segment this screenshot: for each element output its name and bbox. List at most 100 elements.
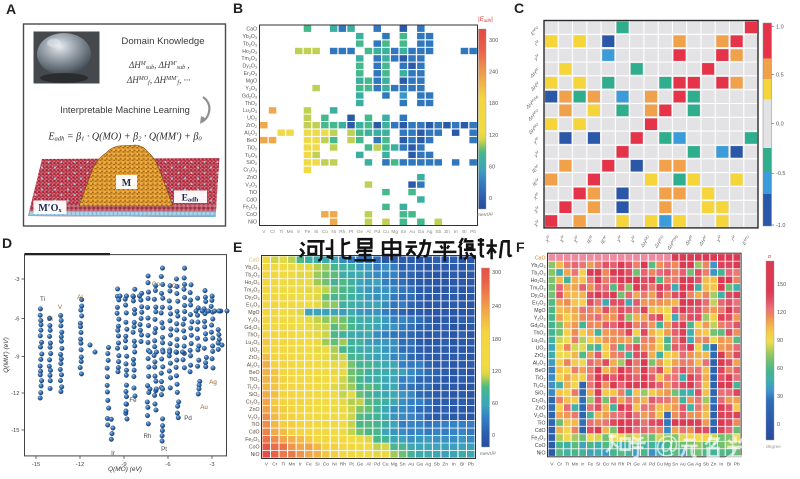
svg-text:Pd: Pd: [184, 415, 192, 422]
svg-text:In: In: [454, 229, 458, 235]
svg-text:Al: Al: [642, 462, 646, 468]
svg-text:ZrO2: ZrO2: [249, 355, 260, 361]
svg-text:-3: -3: [209, 462, 214, 468]
svg-text:Ti: Ti: [281, 462, 285, 468]
svg-text:|Eadh|: |Eadh|: [478, 16, 493, 23]
svg-text:Lu2O3: Lu2O3: [532, 338, 546, 344]
svg-text:Tm2O3: Tm2O3: [244, 288, 260, 294]
svg-text:Er2O3: Er2O3: [246, 302, 259, 308]
svg-text:Sn: Sn: [400, 229, 406, 235]
svg-text:Fe: Fe: [129, 397, 137, 404]
svg-text:Pt: Pt: [161, 446, 167, 453]
svg-text:rM: rM: [533, 39, 541, 47]
svg-text:ZrO2: ZrO2: [246, 123, 257, 129]
svg-text:Si: Si: [47, 316, 53, 323]
svg-text:Y2O3: Y2O3: [534, 315, 546, 321]
svg-text:Q(MM′) (eV): Q(MM′) (eV): [3, 337, 10, 373]
svg-text:Dy2O3: Dy2O3: [531, 293, 546, 299]
svg-text:Pd: Pd: [374, 229, 380, 235]
svg-text:Ni: Ni: [331, 229, 336, 235]
svg-text:CaO: CaO: [535, 255, 546, 261]
svg-text:240: 240: [489, 70, 498, 76]
svg-text:NiO: NiO: [251, 452, 260, 458]
svg-text:0: 0: [489, 196, 492, 202]
svg-text:Sb: Sb: [435, 229, 441, 235]
svg-text:Co: Co: [152, 281, 160, 288]
svg-text:ThO2: ThO2: [533, 330, 545, 336]
svg-text:Fe2O3: Fe2O3: [245, 437, 259, 443]
svg-text:Ag: Ag: [695, 462, 701, 468]
svg-text:MgO: MgO: [534, 308, 545, 314]
svg-text:-15: -15: [11, 428, 19, 434]
svg-text:χM: χM: [543, 235, 553, 245]
svg-text:1.0: 1.0: [776, 25, 784, 31]
svg-text:@: @: [655, 432, 679, 459]
svg-text:Au: Au: [200, 404, 208, 411]
svg-text:Si: Si: [315, 462, 319, 468]
svg-text:Pb: Pb: [470, 229, 476, 235]
svg-text:Cu: Cu: [383, 229, 389, 235]
svg-text:EM′O: EM′O: [529, 25, 541, 37]
svg-text:Al: Al: [366, 462, 370, 468]
svg-text:Rh: Rh: [144, 433, 152, 440]
svg-text:Tb2O3: Tb2O3: [531, 270, 545, 276]
svg-text:Tm2O3: Tm2O3: [530, 285, 546, 291]
svg-text:Pd: Pd: [649, 462, 655, 468]
svg-text:meV/Å²: meV/Å²: [477, 211, 493, 218]
svg-text:BeO: BeO: [535, 368, 545, 374]
svg-text:γM: γM: [533, 53, 542, 62]
svg-text:ZnO: ZnO: [535, 405, 545, 411]
svg-text:F: F: [516, 239, 525, 255]
svg-text:Fe: Fe: [306, 462, 312, 468]
svg-text:meV/Å²: meV/Å²: [480, 450, 496, 457]
svg-text:Al: Al: [77, 294, 83, 301]
svg-text:SiO2: SiO2: [246, 160, 257, 166]
svg-text:0.5: 0.5: [776, 73, 784, 79]
svg-text:B: B: [233, 0, 243, 16]
svg-text:In: In: [719, 462, 723, 468]
svg-text:V2O3: V2O3: [248, 415, 260, 421]
svg-text:γM: γM: [533, 150, 542, 159]
svg-text:Dy2O3: Dy2O3: [242, 64, 257, 70]
svg-text:TiO2: TiO2: [247, 145, 257, 151]
svg-text:IEM: IEM: [531, 178, 541, 188]
svg-text:UO2: UO2: [247, 116, 257, 122]
svg-text:Cr: Cr: [272, 462, 277, 468]
svg-text:Mg: Mg: [391, 229, 398, 235]
svg-text:Tb2O3: Tb2O3: [243, 41, 257, 47]
svg-text:Cr2O3: Cr2O3: [246, 400, 260, 406]
svg-text:Rh: Rh: [618, 462, 624, 468]
svg-text:60: 60: [489, 164, 495, 170]
svg-text:IEM′: IEM′: [530, 164, 541, 175]
svg-text:Ga: Ga: [687, 462, 694, 468]
svg-text:300: 300: [492, 270, 501, 276]
svg-text:CaO: CaO: [249, 258, 260, 264]
svg-text:CaO: CaO: [246, 27, 257, 33]
svg-text:-6: -6: [14, 317, 19, 323]
svg-text:TiO2: TiO2: [249, 377, 259, 383]
svg-text:Mn: Mn: [572, 462, 579, 468]
svg-text:Zn: Zn: [442, 462, 448, 468]
svg-text:Er2O3: Er2O3: [244, 71, 257, 77]
svg-text:Sn: Sn: [672, 462, 678, 468]
svg-text:IEM: IEM: [585, 235, 595, 245]
svg-text:Ti: Ti: [279, 229, 283, 235]
svg-text:Au: Au: [409, 229, 415, 235]
svg-text:Lu2O3: Lu2O3: [246, 340, 260, 346]
svg-text:Y2O3: Y2O3: [248, 317, 260, 323]
svg-text:V: V: [58, 304, 63, 311]
svg-text:α: α: [768, 254, 771, 260]
svg-text:Y2O3: Y2O3: [245, 86, 257, 92]
svg-text:ΔHMsub, ΔHM′sub ,: ΔHMsub, ΔHM′sub ,: [128, 60, 190, 71]
svg-text:A: A: [6, 1, 16, 17]
svg-text:Pd: Pd: [374, 462, 380, 468]
svg-text:V2O3: V2O3: [245, 183, 257, 189]
svg-text:TiO: TiO: [249, 190, 257, 196]
svg-text:Q(MO) (eV): Q(MO) (eV): [108, 466, 142, 473]
svg-text:Tb2O3: Tb2O3: [245, 273, 259, 279]
svg-text:Rh: Rh: [340, 462, 346, 468]
svg-text:χM: χM: [557, 235, 567, 245]
svg-text:IEM′: IEM′: [599, 234, 610, 245]
svg-text:Er2O3: Er2O3: [532, 300, 545, 306]
svg-text:Yb2O3: Yb2O3: [242, 34, 257, 40]
